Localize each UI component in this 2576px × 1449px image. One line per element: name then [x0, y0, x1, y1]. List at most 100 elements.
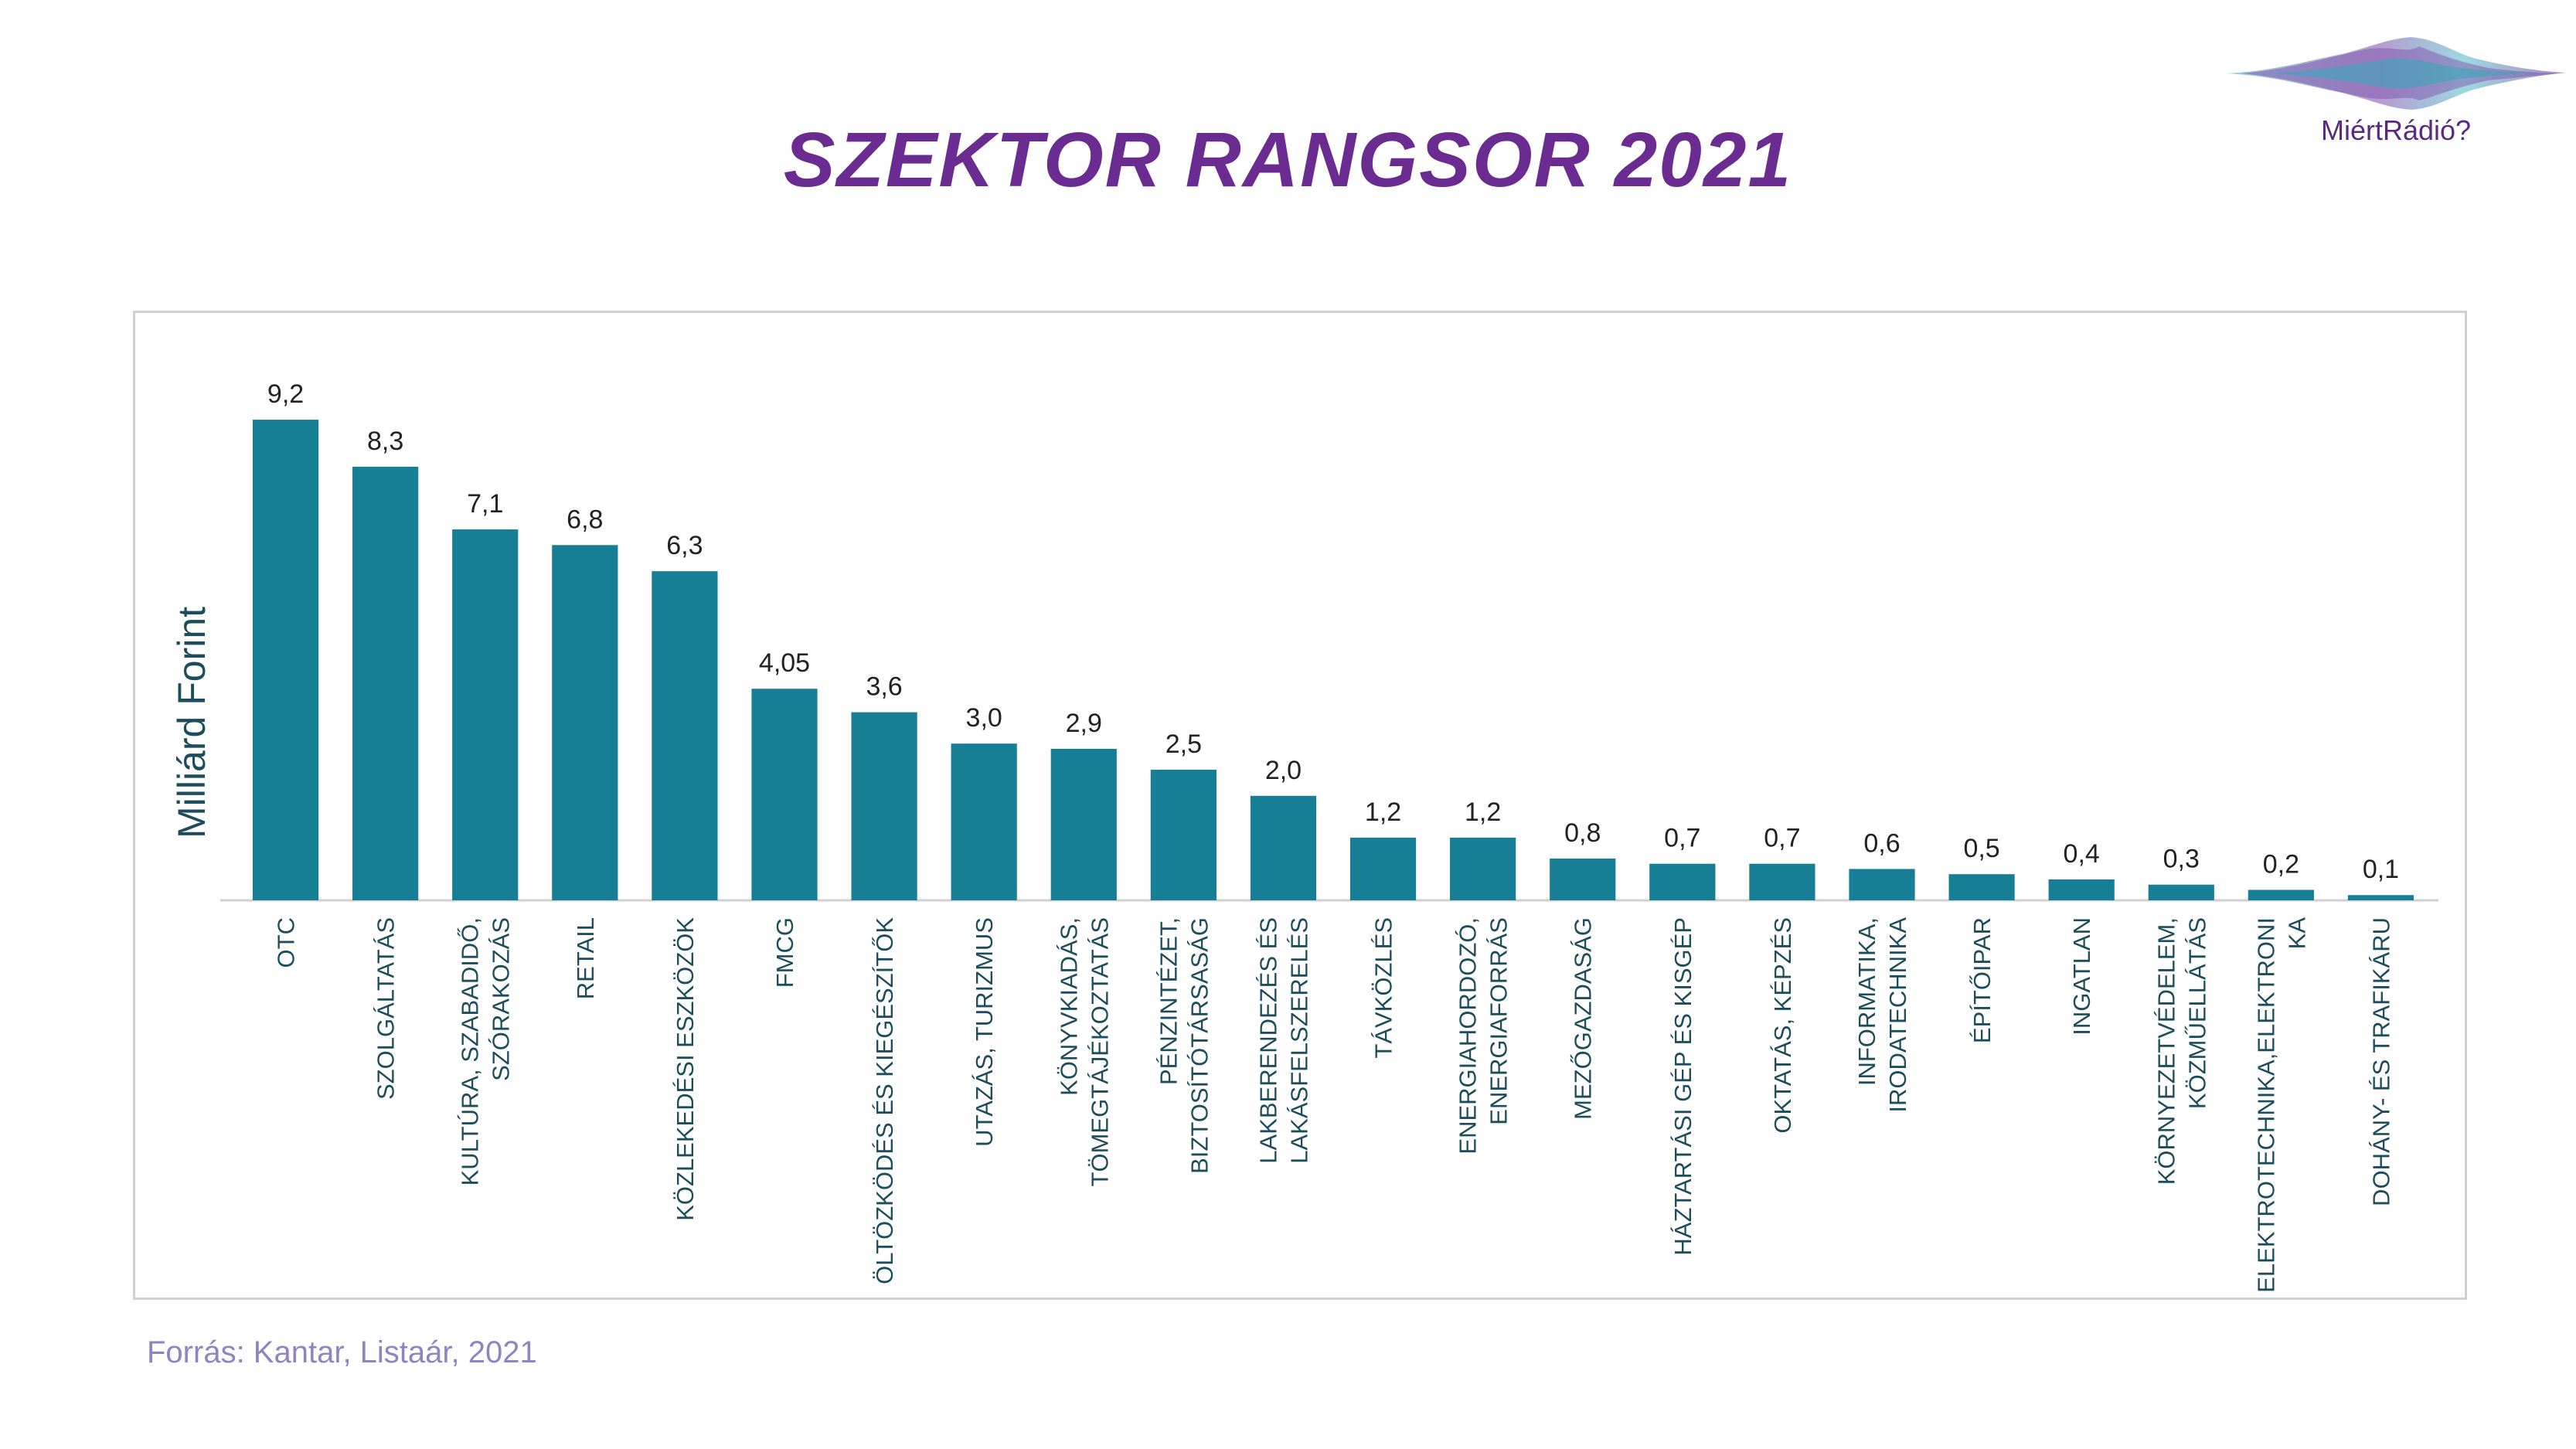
- bar-chart: Milliárd Forint 9,2 OTC 8,3 SZOLGÁLTATÁS 7,1 K…: [170, 379, 2438, 1293]
- category-label: MEZŐGAZDASÁG: [1570, 917, 1597, 1120]
- category-label-line: KULTÚRA, SZABADIDŐ,: [457, 917, 484, 1185]
- category-label-line: SZÓRAKOZÁS: [488, 917, 515, 1081]
- category-label: KÖZLEKEDÉSI ESZKÖZÖK: [672, 917, 699, 1221]
- data-label: 0,3: [2163, 845, 2200, 874]
- category-label-line: BIZTOSÍTÓTÁRSASÁG: [1186, 917, 1213, 1174]
- category-label: UTAZÁS, TURIZMUS: [971, 917, 998, 1147]
- category-label-line: ELEKTROTECHNIKA,ELEKTRONI: [2252, 917, 2279, 1293]
- data-label: 0,5: [1963, 834, 1999, 863]
- category-label: KÖNYVKIADÁS, TÖMEGTÁJÉKOZTATÁS: [1055, 917, 1113, 1186]
- category-label-line: ENERGIAFORRÁS: [1485, 917, 1513, 1125]
- data-label: 8,3: [367, 427, 403, 456]
- category-label: ÖLTÖZKÖDÉS ÉS KIEGÉSZÍTŐK: [871, 917, 898, 1284]
- category-label-line: INGATLAN: [2068, 917, 2095, 1036]
- category-label: DOHÁNY- ÉS TRAFIKÁRU: [2367, 917, 2394, 1206]
- bar: [1749, 863, 1815, 900]
- bar: [1450, 837, 1516, 900]
- category-label-line: DOHÁNY- ÉS TRAFIKÁRU: [2367, 917, 2394, 1206]
- bar: [452, 529, 519, 900]
- category-label-line: IRODATECHNIKA: [1884, 917, 1911, 1113]
- data-label: 0,6: [1863, 828, 1900, 858]
- data-label: 9,2: [267, 379, 304, 409]
- data-label: 6,8: [567, 505, 603, 534]
- bar: [1849, 869, 1915, 900]
- category-label-line: ENERGIAHORDOZÓ,: [1455, 917, 1482, 1155]
- data-label: 0,8: [1564, 818, 1601, 848]
- data-label: 6,3: [666, 531, 703, 560]
- category-label-line: OTC: [273, 917, 300, 968]
- category-label: RETAIL: [572, 917, 599, 999]
- bar: [1150, 770, 1217, 900]
- bar: [1349, 837, 1417, 900]
- category-label-line: SZOLGÁLTATÁS: [373, 917, 400, 1100]
- bar: [352, 466, 419, 900]
- category-label: INFORMATIKA, IRODATECHNIKA: [1853, 917, 1911, 1113]
- category-label: HÁZTARTÁSI GÉP ÉS KISGÉP: [1669, 917, 1696, 1256]
- category-label-line: RETAIL: [572, 917, 599, 999]
- bar: [1649, 863, 1716, 900]
- category-label-line: HÁZTARTÁSI GÉP ÉS KISGÉP: [1669, 917, 1696, 1256]
- data-label: 4,05: [759, 648, 810, 678]
- category-label-line: TÁVKÖZLÉS: [1370, 917, 1397, 1059]
- category-label: KÖRNYEZETVÉDELEM, KÖZMŰELLÁTÁS: [2152, 917, 2210, 1185]
- data-label: 2,0: [1265, 756, 1302, 785]
- chart-frame: Milliárd Forint 9,2 OTC 8,3 SZOLGÁLTATÁS 7,1 K…: [133, 311, 2467, 1300]
- bar: [951, 743, 1017, 900]
- category-label-line: PÉNZINTÉZET,: [1155, 917, 1182, 1085]
- category-label-line: ÉPÍTŐIPAR: [1969, 917, 1996, 1043]
- category-label-line: FMCG: [771, 917, 798, 988]
- bar: [2048, 879, 2115, 900]
- data-label: 0,1: [2363, 855, 2399, 884]
- bar: [2347, 895, 2414, 900]
- category-label: SZOLGÁLTATÁS: [373, 917, 400, 1100]
- category-label: LAKBERENDEZÉS ÉS LAKÁSFELSZERELÉS: [1254, 917, 1312, 1164]
- category-label-line: LAKÁSFELSZERELÉS: [1285, 917, 1312, 1164]
- category-label-line: KÖNYVKIADÁS,: [1055, 917, 1082, 1096]
- category-label: INGATLAN: [2068, 917, 2095, 1036]
- data-label: 0,7: [1664, 824, 1700, 853]
- data-label: 3,0: [966, 703, 1002, 733]
- category-label: FMCG: [771, 917, 798, 988]
- category-label-line: OKTATÁS, KÉPZÉS: [1769, 917, 1796, 1134]
- bar: [1250, 795, 1317, 900]
- data-label: 2,9: [1066, 709, 1102, 738]
- category-label: OKTATÁS, KÉPZÉS: [1769, 917, 1796, 1134]
- source-note: Forrás: Kantar, Listaár, 2021: [147, 1335, 537, 1369]
- category-label-line: KÖRNYEZETVÉDELEM,: [2152, 917, 2180, 1185]
- logo: MiértRádió?: [2226, 23, 2566, 162]
- bar: [552, 545, 618, 900]
- category-label-line: KA: [2283, 917, 2310, 950]
- category-label: PÉNZINTÉZET, BIZTOSÍTÓTÁRSASÁG: [1155, 917, 1213, 1174]
- data-label: 1,2: [1365, 798, 1401, 827]
- bar: [1550, 858, 1616, 900]
- category-label: ÉPÍTŐIPAR: [1969, 917, 1996, 1043]
- data-label: 3,6: [866, 672, 902, 702]
- data-label: 2,5: [1165, 730, 1202, 759]
- category-label-line: LAKBERENDEZÉS ÉS: [1254, 917, 1281, 1164]
- bar: [2248, 889, 2314, 900]
- bar: [851, 712, 917, 900]
- data-label: 1,2: [1465, 798, 1501, 827]
- bar: [1050, 748, 1117, 900]
- category-label-line: UTAZÁS, TURIZMUS: [971, 917, 998, 1147]
- category-label-line: ÖLTÖZKÖDÉS ÉS KIEGÉSZÍTŐK: [871, 917, 898, 1284]
- category-label-line: TÖMEGTÁJÉKOZTATÁS: [1086, 917, 1113, 1186]
- category-label-line: MEZŐGAZDASÁG: [1570, 917, 1597, 1120]
- data-label: 0,4: [2064, 839, 2100, 869]
- bar: [1948, 874, 2015, 900]
- bar: [751, 689, 818, 900]
- sound-wave-logo-icon: [2226, 37, 2566, 110]
- page-title: SZEKTOR RANGSOR 2021: [783, 117, 1793, 203]
- category-label: KULTÚRA, SZABADIDŐ, SZÓRAKOZÁS: [457, 917, 515, 1185]
- y-axis-label: Milliárd Forint: [170, 607, 213, 838]
- bar: [252, 420, 319, 900]
- category-label-line: KÖZMŰELLÁTÁS: [2183, 917, 2210, 1109]
- logo-text: MiértRádió?: [2320, 114, 2472, 146]
- bar: [2148, 884, 2214, 900]
- category-label: ELEKTROTECHNIKA,ELEKTRONI KA: [2252, 917, 2310, 1293]
- data-label: 0,2: [2263, 849, 2299, 879]
- category-label-line: KÖZLEKEDÉSI ESZKÖZÖK: [672, 917, 699, 1221]
- data-label: 7,1: [467, 489, 503, 519]
- category-label: ENERGIAHORDOZÓ, ENERGIAFORRÁS: [1455, 917, 1513, 1155]
- data-label: 0,7: [1764, 824, 1800, 853]
